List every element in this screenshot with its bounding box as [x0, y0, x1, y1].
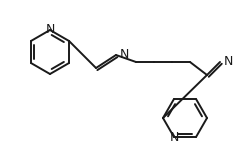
Text: N: N	[120, 47, 129, 61]
Text: N: N	[224, 55, 233, 67]
Text: N: N	[45, 23, 55, 35]
Text: N: N	[169, 131, 179, 144]
